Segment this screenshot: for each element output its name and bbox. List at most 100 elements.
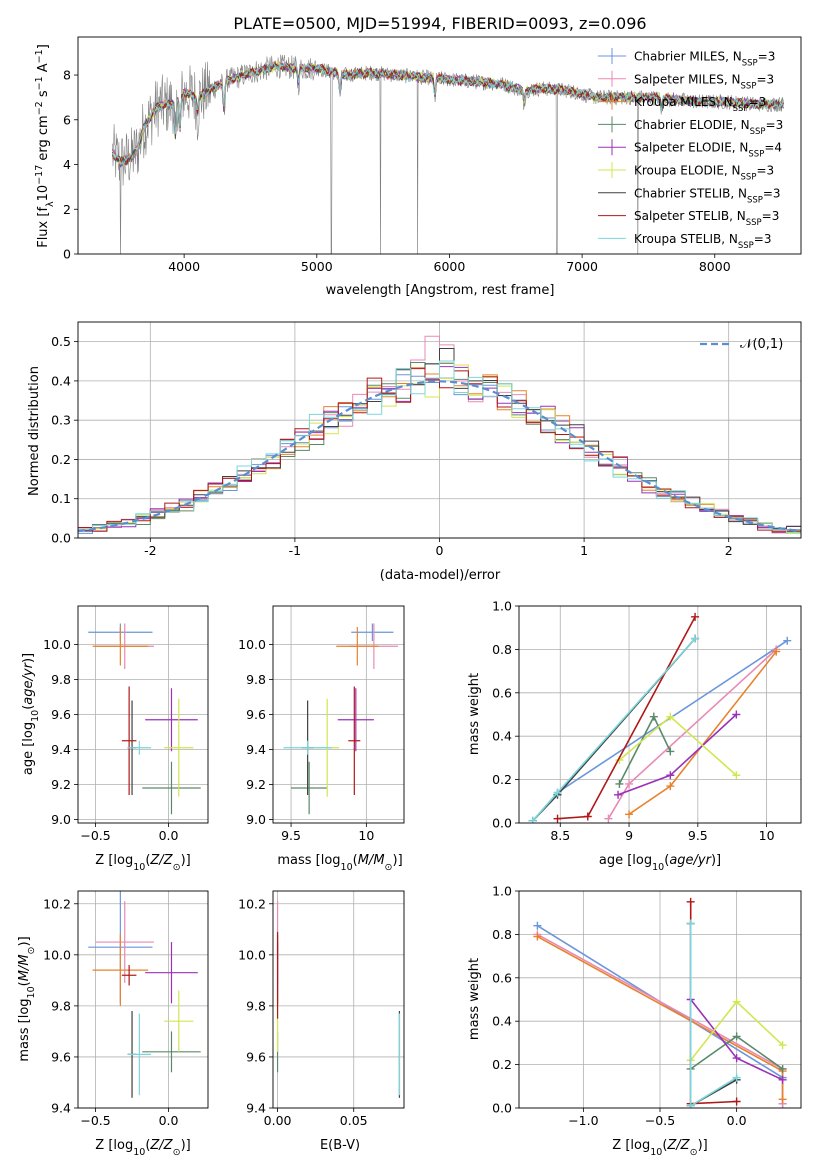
age-vs-z-xlabel: Z [log10(Z/Z⊙)] [95,853,190,873]
weight_vs_z-marker [732,1032,741,1041]
residuals-xtick-label: -2 [144,543,156,558]
mass_vs_z-point [95,901,154,983]
spectrum-ytick-label: 6 [63,112,71,127]
residuals-xtick-label: 2 [725,543,733,558]
label-part: )] [21,653,36,663]
legend-label-sub: SSP [741,81,757,91]
residuals-ylabel: Normed distribution [27,366,42,496]
weight_vs_age-marker [625,810,634,819]
label-part: 10 [133,862,145,873]
weight_vs_z-marker [732,1073,741,1082]
weight_vs_age-marker [732,771,741,780]
mass_vs_z-point [127,1013,152,1096]
age_vs_z-point [164,698,194,797]
mass_vs_ebv-frame [272,890,405,1109]
age-vs-mass-xlabel: mass [log10(M/M⊙)] [277,853,402,873]
label-part: 10 [341,862,353,873]
mass_vs_z-xtick-label: −0.5 [80,1113,110,1128]
residual-hist-salpeter-miles [78,335,801,534]
legend-label-value: =3 [762,209,780,223]
legend-label: Chabrier MILES, NSSP=3 [634,50,775,69]
residuals-xtick-label: 1 [580,543,588,558]
mass_vs_ebv-ytick-label: 10.0 [238,947,266,962]
label-part: mass [log [277,853,340,868]
age_vs_z-ytick-label: 10.0 [43,637,71,652]
mass_vs_z-ytick-label: 9.6 [51,1049,71,1064]
label-part: s [36,90,51,101]
label-part: mass [log [17,998,32,1061]
residuals-ytick-label: 0.2 [51,452,71,467]
age_vs_mass-point [337,688,374,752]
weight-vs-age-ylabel: mass weight [467,673,482,755]
label-part: ( [17,981,32,986]
residuals-frame [77,321,802,539]
residuals-xtick-label: 0 [436,543,444,558]
weight_vs_z-marker [533,932,542,941]
weight_vs_age-frame [518,605,802,824]
residuals-ytick-label: 0.5 [51,334,71,349]
weight_vs_z-line [689,923,737,1108]
age_vs_z-point [127,740,152,755]
legend-label: Kroupa ELODIE, NSSP=3 [634,164,774,183]
mass_vs_ebv-axes: 0.00 0.05 9.4 9.6 9.8 10.0 10.2 [238,890,405,1128]
weight_vs_z-marker [686,1101,695,1108]
legend-label-text: Chabrier STELIB, N [634,186,747,200]
mass_vs_z-point [164,990,194,1052]
label-part: age/yr [669,853,712,868]
weight_vs_age-marker [783,636,792,645]
weight_vs_z-ytick-label: 0.4 [492,1014,512,1029]
age_vs_mass-ytick-label: 9.0 [246,812,266,827]
label-part: )] [17,936,32,946]
legend-label-value: =3 [758,50,776,64]
legend-label-text: Kroupa MILES, N [634,95,733,109]
weight-vs-z-xlabel: Z [log10(Z/Z⊙)] [612,1138,707,1158]
weight_vs_age-xtick-label: 10 [759,828,775,843]
label-part: 10 [133,1147,145,1158]
weight_vs_z-marker [686,897,695,906]
weight_vs_age-xtick-label: 8.5 [550,828,570,843]
legend-label-sub: SSP [742,59,758,69]
weight_vs_z-ytick-label: 1.0 [492,884,512,899]
age_vs_z-ytick-label: 9.8 [51,672,71,687]
normal-curve [78,380,801,533]
weight_vs_z-ytick-label: 0.2 [492,1057,512,1072]
age_vs_mass-xtick-label: 9.5 [281,828,301,843]
spectrum-ylabel: Flux [fλ10−17 erg cm−2 s−1 A−1] [34,44,56,248]
weight_vs_age-xtick-label: 9.5 [688,828,708,843]
spectrum-axes: 4000 5000 6000 7000 8000 0 2 4 6 8 [63,36,802,274]
weight_vs_z-ytick-label: 0.8 [492,927,512,942]
label-part: ⊙ [173,862,181,873]
legend-label-value: =3 [756,164,774,178]
weight_vs_age-ytick-label: 0.0 [492,816,512,831]
mass-vs-z-ylabel: mass [log10(M/M⊙)] [17,936,37,1061]
mass_vs_z-ytick-label: 9.8 [51,998,71,1013]
legend-label-sub: SSP [741,173,757,183]
weight_vs_age-marker [666,712,675,721]
weight_vs_age-axes: 8.5 9 9.5 10 0.0 0.2 0.4 0.6 0.8 1.0 [492,599,802,843]
age_vs_mass-frame [272,605,405,824]
legend-label: Salpeter STELIB, NSSP=3 [634,209,779,228]
mass_vs_ebv-ytick-label: 9.4 [246,1101,266,1116]
weight_vs_age-marker [604,814,613,823]
label-part: −2 [34,101,45,115]
age_vs_z-ytick-label: 9.4 [51,742,71,757]
mass-vs-z-xlabel: Z [log10(Z/Z⊙)] [95,1138,190,1158]
label-part: ⊙ [173,1147,181,1158]
age_vs_z-axes: −0.5 0.0 9.0 9.2 9.4 9.6 9.8 10.0 [43,605,209,843]
age_vs_mass-ytick-label: 9.8 [246,672,266,687]
legend-label-value: =3 [756,72,774,86]
label-part: ⊙ [385,862,393,873]
weight_vs_age-marker [615,779,624,788]
label-part: wavelength [Angstrom, rest frame] [326,283,555,298]
mass_vs_z-point [145,942,198,1004]
label-part: M/M [358,853,385,868]
label-part: −17 [34,165,45,185]
legend-label: Kroupa MILES, NSSP=3 [634,95,766,114]
weight_vs_z-xtick-label: −1.0 [568,1113,598,1128]
label-part: ( [662,1138,667,1153]
spectrum-ytick-label: 4 [63,157,71,172]
mass_vs_z-axes: −0.5 0.0 9.4 9.6 9.8 10.0 10.2 [43,890,209,1128]
weight_vs_z-marker [778,1075,787,1084]
weight_vs_z-axes: −1.0 −0.5 0.0 0.0 0.2 0.4 0.6 0.8 1.0 [492,884,802,1128]
legend-label-value: =3 [766,118,784,132]
